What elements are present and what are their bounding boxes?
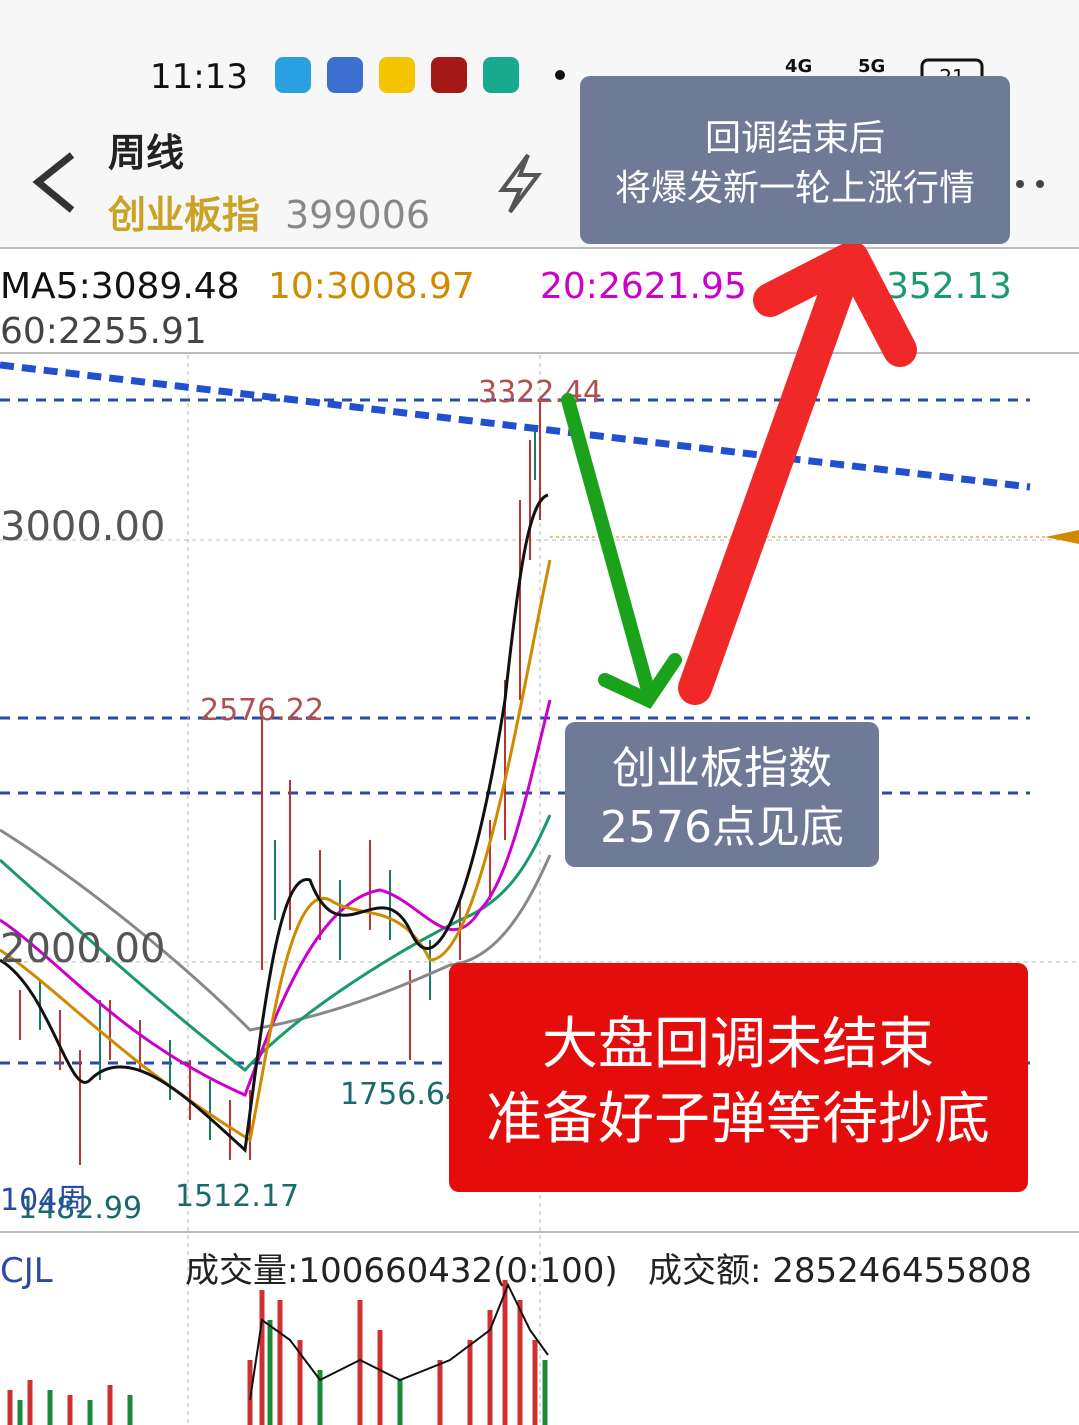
annotation-box <box>565 722 879 867</box>
index-code: 399006 <box>285 193 430 237</box>
volume-bars <box>7 1280 549 1425</box>
flash-icon[interactable] <box>498 153 543 214</box>
low-mid-label: 1756.64 <box>340 1077 464 1112</box>
back-button[interactable] <box>32 152 75 213</box>
annotation-box <box>449 963 1028 1192</box>
annotation-text: 2576点见底 <box>600 802 844 853</box>
ma30: 352.13 <box>886 266 1012 307</box>
high-label: 3322.44 <box>478 375 602 410</box>
peak-label: 2576.22 <box>200 693 324 728</box>
range-label: 104周 <box>0 1183 87 1218</box>
trend-line <box>0 361 1031 491</box>
candles <box>19 400 541 1165</box>
volume-amount: 成交量:100660432(0:100) <box>185 1251 618 1291</box>
grid <box>0 398 1030 1065</box>
network-5g: 5G <box>858 56 885 77</box>
ma-lines <box>0 493 552 1154</box>
volume-label: CJL <box>0 1251 53 1291</box>
ma10: 10:3008.97 <box>268 266 475 307</box>
ma60: 60:2255.91 <box>0 311 207 352</box>
annotation-text: 回调结束后 <box>705 118 885 159</box>
annotation-text: 大盘回调未结束 <box>542 1012 934 1077</box>
axis-2000: 2000.00 <box>0 926 165 972</box>
period: 周线 <box>108 131 184 175</box>
grid-minor <box>0 355 1079 1425</box>
more-menu[interactable] <box>1016 180 1044 188</box>
low-left-label: 1482.99 <box>18 1191 142 1226</box>
index-name: 创业板指 <box>108 193 260 237</box>
low-2019-label: 1512.17 <box>175 1179 299 1214</box>
annotation-text: 准备好子弹等待抄底 <box>486 1087 990 1152</box>
ma5: MA5:3089.48 <box>0 266 240 307</box>
ma20: 20:2621.95 <box>540 266 747 307</box>
clock: 11:13 <box>150 57 248 97</box>
turnover: 成交额: 285246455808 <box>648 1251 1032 1291</box>
axis-3000: 3000.00 <box>0 504 165 550</box>
annotation-text: 创业板指数 <box>612 743 832 794</box>
network-4g: 4G <box>785 56 812 77</box>
red-arrow <box>678 241 917 705</box>
annotation-box <box>580 76 1010 244</box>
annotation-text: 将爆发新一轮上涨行情 <box>615 168 975 209</box>
price-marker <box>1045 530 1079 544</box>
green-arrow <box>561 393 682 709</box>
app-icons <box>275 57 565 93</box>
